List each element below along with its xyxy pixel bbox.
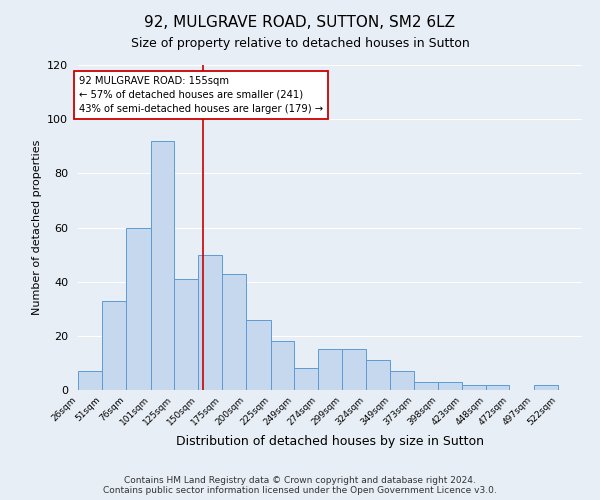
Text: 92, MULGRAVE ROAD, SUTTON, SM2 6LZ: 92, MULGRAVE ROAD, SUTTON, SM2 6LZ (145, 15, 455, 30)
Bar (198, 254, 222, 390)
Bar (222, 274, 247, 390)
Text: 92 MULGRAVE ROAD: 155sqm
← 57% of detached houses are smaller (241)
43% of semi-: 92 MULGRAVE ROAD: 155sqm ← 57% of detach… (79, 76, 323, 114)
Bar (271, 341, 294, 390)
Bar (102, 300, 127, 390)
Bar (174, 279, 198, 390)
Bar (294, 368, 318, 390)
Bar (318, 350, 342, 390)
Bar (486, 384, 509, 390)
Bar (366, 360, 391, 390)
Bar (342, 350, 366, 390)
Bar (151, 141, 174, 390)
Bar (391, 371, 413, 390)
Bar (127, 228, 151, 390)
Bar (533, 384, 558, 390)
Bar (438, 382, 462, 390)
Bar (247, 320, 271, 390)
X-axis label: Distribution of detached houses by size in Sutton: Distribution of detached houses by size … (176, 436, 484, 448)
Bar (413, 382, 438, 390)
Bar (78, 371, 102, 390)
Y-axis label: Number of detached properties: Number of detached properties (32, 140, 41, 315)
Text: Contains HM Land Registry data © Crown copyright and database right 2024.
Contai: Contains HM Land Registry data © Crown c… (103, 476, 497, 495)
Bar (462, 384, 486, 390)
Text: Size of property relative to detached houses in Sutton: Size of property relative to detached ho… (131, 38, 469, 51)
